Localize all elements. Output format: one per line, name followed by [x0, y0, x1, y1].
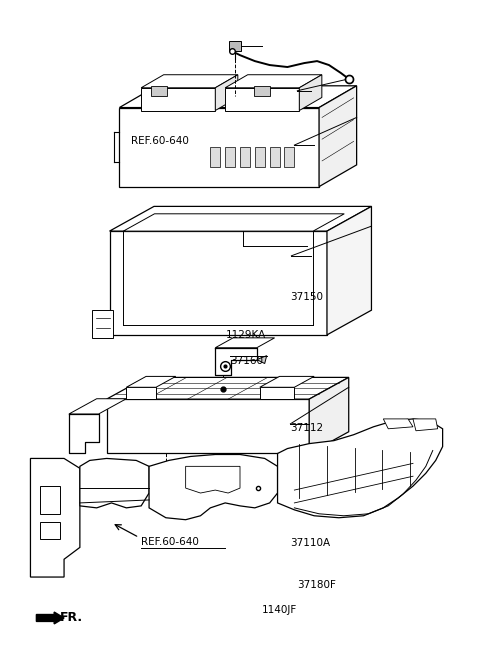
Polygon shape — [40, 522, 60, 540]
Text: 1129KA: 1129KA — [226, 330, 266, 341]
Text: 37110A: 37110A — [290, 538, 330, 549]
Polygon shape — [109, 231, 327, 335]
Polygon shape — [126, 376, 176, 387]
Polygon shape — [270, 147, 279, 167]
Text: 37112: 37112 — [290, 422, 323, 433]
Polygon shape — [141, 88, 216, 110]
Polygon shape — [216, 75, 238, 110]
Polygon shape — [92, 310, 113, 338]
Polygon shape — [69, 398, 126, 414]
Polygon shape — [30, 458, 80, 577]
Polygon shape — [277, 419, 443, 518]
Polygon shape — [260, 387, 294, 399]
Polygon shape — [109, 207, 372, 231]
Polygon shape — [218, 382, 228, 389]
Text: FR.: FR. — [60, 612, 83, 625]
Polygon shape — [216, 338, 275, 348]
Polygon shape — [210, 147, 220, 167]
FancyArrow shape — [36, 612, 64, 624]
Polygon shape — [141, 75, 238, 88]
Polygon shape — [40, 486, 60, 514]
Polygon shape — [225, 75, 322, 88]
Polygon shape — [123, 214, 344, 231]
Text: REF.60-640: REF.60-640 — [141, 538, 199, 547]
Polygon shape — [327, 207, 372, 335]
Polygon shape — [120, 107, 319, 187]
Polygon shape — [413, 419, 438, 431]
Polygon shape — [151, 86, 167, 96]
Polygon shape — [254, 86, 270, 96]
Polygon shape — [149, 454, 277, 520]
Polygon shape — [107, 399, 309, 454]
Polygon shape — [229, 42, 241, 51]
Text: 1140JF: 1140JF — [261, 605, 297, 616]
Polygon shape — [285, 147, 294, 167]
Polygon shape — [225, 88, 300, 110]
Text: 37180F: 37180F — [297, 580, 336, 590]
Polygon shape — [300, 75, 322, 110]
Polygon shape — [260, 376, 314, 387]
Polygon shape — [384, 419, 413, 429]
Polygon shape — [240, 147, 250, 167]
Polygon shape — [257, 356, 267, 363]
Text: 37150: 37150 — [290, 292, 323, 302]
Polygon shape — [186, 466, 240, 493]
Polygon shape — [309, 378, 349, 454]
Polygon shape — [319, 86, 357, 187]
Polygon shape — [126, 387, 156, 399]
Polygon shape — [120, 86, 357, 107]
Polygon shape — [80, 458, 149, 508]
Text: REF.60-640: REF.60-640 — [131, 136, 189, 146]
Polygon shape — [225, 147, 235, 167]
Polygon shape — [107, 378, 349, 399]
Polygon shape — [255, 147, 264, 167]
Text: 37160: 37160 — [230, 356, 264, 366]
